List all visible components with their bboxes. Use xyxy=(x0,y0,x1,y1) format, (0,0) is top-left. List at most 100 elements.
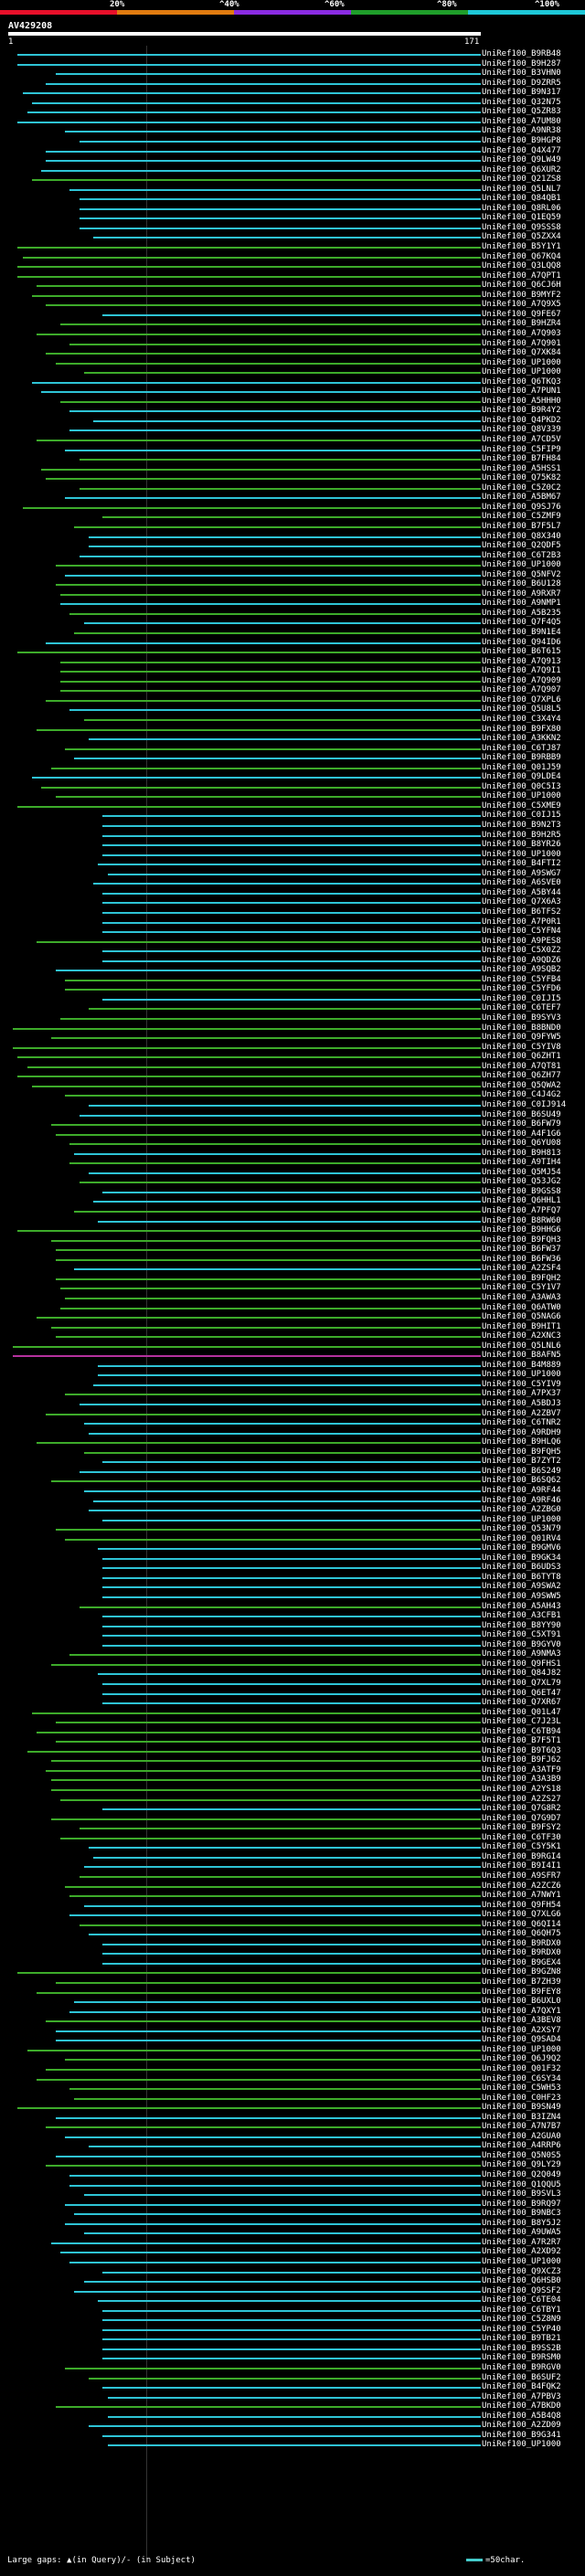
hit-alignment-bar[interactable] xyxy=(74,525,481,528)
hit-label[interactable]: UniRef100_B9N2T3 xyxy=(482,821,561,830)
hit-label[interactable]: UniRef100_Q9SSS8 xyxy=(482,222,561,232)
hit-label[interactable]: UniRef100_B9HZR4 xyxy=(482,319,561,329)
hit-alignment-bar[interactable] xyxy=(37,1317,481,1320)
hit-alignment-bar[interactable] xyxy=(31,1085,481,1087)
hit-alignment-bar[interactable] xyxy=(102,1616,481,1618)
hit-alignment-bar[interactable] xyxy=(65,574,481,577)
hit-label[interactable]: UniRef100_Q5LNL6 xyxy=(482,1341,561,1351)
hit-label[interactable]: UniRef100_Q6J9Q2 xyxy=(482,2054,561,2064)
hit-label[interactable]: UniRef100_A9SQB2 xyxy=(482,965,561,975)
hit-label[interactable]: UniRef100_A3AWA3 xyxy=(482,1292,561,1302)
hit-label[interactable]: UniRef100_C5YFN4 xyxy=(482,927,561,937)
hit-label[interactable]: UniRef100_A7BKD0 xyxy=(482,2401,561,2412)
hit-label[interactable]: UniRef100_B9RQ97 xyxy=(482,2199,561,2209)
hit-alignment-bar[interactable] xyxy=(79,1924,481,1926)
hit-alignment-bar[interactable] xyxy=(74,758,481,760)
hit-alignment-bar[interactable] xyxy=(102,844,481,847)
hit-label[interactable]: UniRef100_C5YP40 xyxy=(482,2324,561,2334)
hit-label[interactable]: UniRef100_UP1000 xyxy=(482,367,561,377)
hit-label[interactable]: UniRef100_C6TF30 xyxy=(482,1832,561,1842)
hit-label[interactable]: UniRef100_Q7G9D7 xyxy=(482,1813,561,1823)
hit-alignment-bar[interactable] xyxy=(41,169,481,172)
hit-alignment-bar[interactable] xyxy=(46,1413,481,1415)
hit-alignment-bar[interactable] xyxy=(102,1576,481,1579)
hit-alignment-bar[interactable] xyxy=(79,1182,481,1184)
hit-label[interactable]: UniRef100_C7J23L xyxy=(482,1717,561,1727)
hit-alignment-bar[interactable] xyxy=(59,593,481,596)
hit-alignment-bar[interactable] xyxy=(69,2010,481,2013)
hit-label[interactable]: UniRef100_A7CD5V xyxy=(482,435,561,444)
hit-alignment-bar[interactable] xyxy=(41,786,481,789)
hit-label[interactable]: UniRef100_A9RDH9 xyxy=(482,1427,561,1437)
hit-label[interactable]: UniRef100_C5YFD6 xyxy=(482,984,561,994)
hit-alignment-bar[interactable] xyxy=(83,372,481,375)
hit-label[interactable]: UniRef100_B9N317 xyxy=(482,88,561,98)
hit-alignment-bar[interactable] xyxy=(107,2396,481,2399)
hit-alignment-bar[interactable] xyxy=(50,767,481,769)
hit-alignment-bar[interactable] xyxy=(59,690,481,693)
hit-alignment-bar[interactable] xyxy=(22,256,481,259)
hit-label[interactable]: UniRef100_B9FJ62 xyxy=(482,1755,561,1765)
hit-alignment-bar[interactable] xyxy=(46,304,481,307)
hit-alignment-bar[interactable] xyxy=(83,2281,481,2284)
hit-alignment-bar[interactable] xyxy=(55,1258,481,1261)
hit-alignment-bar[interactable] xyxy=(50,1326,481,1329)
hit-label[interactable]: UniRef100_A2XSY7 xyxy=(482,2025,561,2035)
hit-label[interactable]: UniRef100_UP1000 xyxy=(482,2256,561,2266)
hit-label[interactable]: UniRef100_B8AFN5 xyxy=(482,1351,561,1361)
hit-label[interactable]: UniRef100_A9UWA5 xyxy=(482,2228,561,2238)
hit-label[interactable]: UniRef100_B9MYF2 xyxy=(482,290,561,300)
hit-alignment-bar[interactable] xyxy=(69,1143,481,1146)
hit-alignment-bar[interactable] xyxy=(17,63,481,66)
hit-label[interactable]: UniRef100_Q5N0S5 xyxy=(482,2150,561,2160)
hit-label[interactable]: UniRef100_B9FQH3 xyxy=(482,1235,561,1245)
hit-label[interactable]: UniRef100_Q6QI14 xyxy=(482,1919,561,1929)
hit-label[interactable]: UniRef100_A5B235 xyxy=(482,608,561,618)
hit-label[interactable]: UniRef100_Q4PKD2 xyxy=(482,415,561,425)
hit-alignment-bar[interactable] xyxy=(27,1065,481,1068)
hit-alignment-bar[interactable] xyxy=(102,2271,481,2274)
hit-label[interactable]: UniRef100_A4RRP6 xyxy=(482,2141,561,2151)
hit-label[interactable]: UniRef100_Q6HHL1 xyxy=(482,1196,561,1206)
hit-label[interactable]: UniRef100_B6TYT8 xyxy=(482,1572,561,1582)
hit-label[interactable]: UniRef100_B7F5L7 xyxy=(482,521,561,531)
hit-label[interactable]: UniRef100_Q9XCZ3 xyxy=(482,2266,561,2276)
hit-alignment-bar[interactable] xyxy=(59,1288,481,1290)
hit-alignment-bar[interactable] xyxy=(50,2242,481,2244)
hit-label[interactable]: UniRef100_A9RXR7 xyxy=(482,588,561,599)
hit-alignment-bar[interactable] xyxy=(79,555,481,557)
hit-label[interactable]: UniRef100_A2ZBG0 xyxy=(482,1505,561,1515)
hit-label[interactable]: UniRef100_C5Y1V7 xyxy=(482,1283,561,1293)
hit-label[interactable]: UniRef100_A9TIH4 xyxy=(482,1158,561,1168)
hit-label[interactable]: UniRef100_Q1QQU5 xyxy=(482,2179,561,2189)
hit-label[interactable]: UniRef100_A7N7B7 xyxy=(482,2122,561,2132)
hit-alignment-bar[interactable] xyxy=(79,207,481,210)
hit-label[interactable]: UniRef100_C5YIV9 xyxy=(482,1379,561,1389)
hit-alignment-bar[interactable] xyxy=(65,497,481,500)
hit-alignment-bar[interactable] xyxy=(98,864,481,866)
hit-label[interactable]: UniRef100_B9G341 xyxy=(482,2430,561,2440)
hit-label[interactable]: UniRef100_A3CFB1 xyxy=(482,1611,561,1621)
hit-label[interactable]: UniRef100_B9H813 xyxy=(482,1148,561,1158)
hit-alignment-bar[interactable] xyxy=(69,1654,481,1657)
hit-alignment-bar[interactable] xyxy=(83,622,481,625)
hit-alignment-bar[interactable] xyxy=(65,1538,481,1541)
hit-label[interactable]: UniRef100_UP1000 xyxy=(482,2440,561,2450)
hit-label[interactable]: UniRef100_B9I4I1 xyxy=(482,1861,561,1871)
hit-alignment-bar[interactable] xyxy=(102,2309,481,2312)
hit-label[interactable]: UniRef100_Q9LW49 xyxy=(482,155,561,165)
hit-alignment-bar[interactable] xyxy=(59,1837,481,1839)
hit-alignment-bar[interactable] xyxy=(37,728,481,731)
hit-label[interactable]: UniRef100_C0IJI5 xyxy=(482,993,561,1003)
hit-alignment-bar[interactable] xyxy=(50,1480,481,1483)
hit-label[interactable]: UniRef100_Q9FYW5 xyxy=(482,1033,561,1043)
hit-label[interactable]: UniRef100_Q6ATW0 xyxy=(482,1302,561,1312)
hit-alignment-bar[interactable] xyxy=(79,459,481,461)
hit-alignment-bar[interactable] xyxy=(107,2415,481,2418)
hit-label[interactable]: UniRef100_B9N1E4 xyxy=(482,628,561,637)
hit-alignment-bar[interactable] xyxy=(50,1239,481,1242)
hit-alignment-bar[interactable] xyxy=(93,1856,481,1859)
hit-alignment-bar[interactable] xyxy=(88,2146,481,2148)
hit-alignment-bar[interactable] xyxy=(102,516,481,519)
hit-label[interactable]: UniRef100_A7QT81 xyxy=(482,1061,561,1071)
